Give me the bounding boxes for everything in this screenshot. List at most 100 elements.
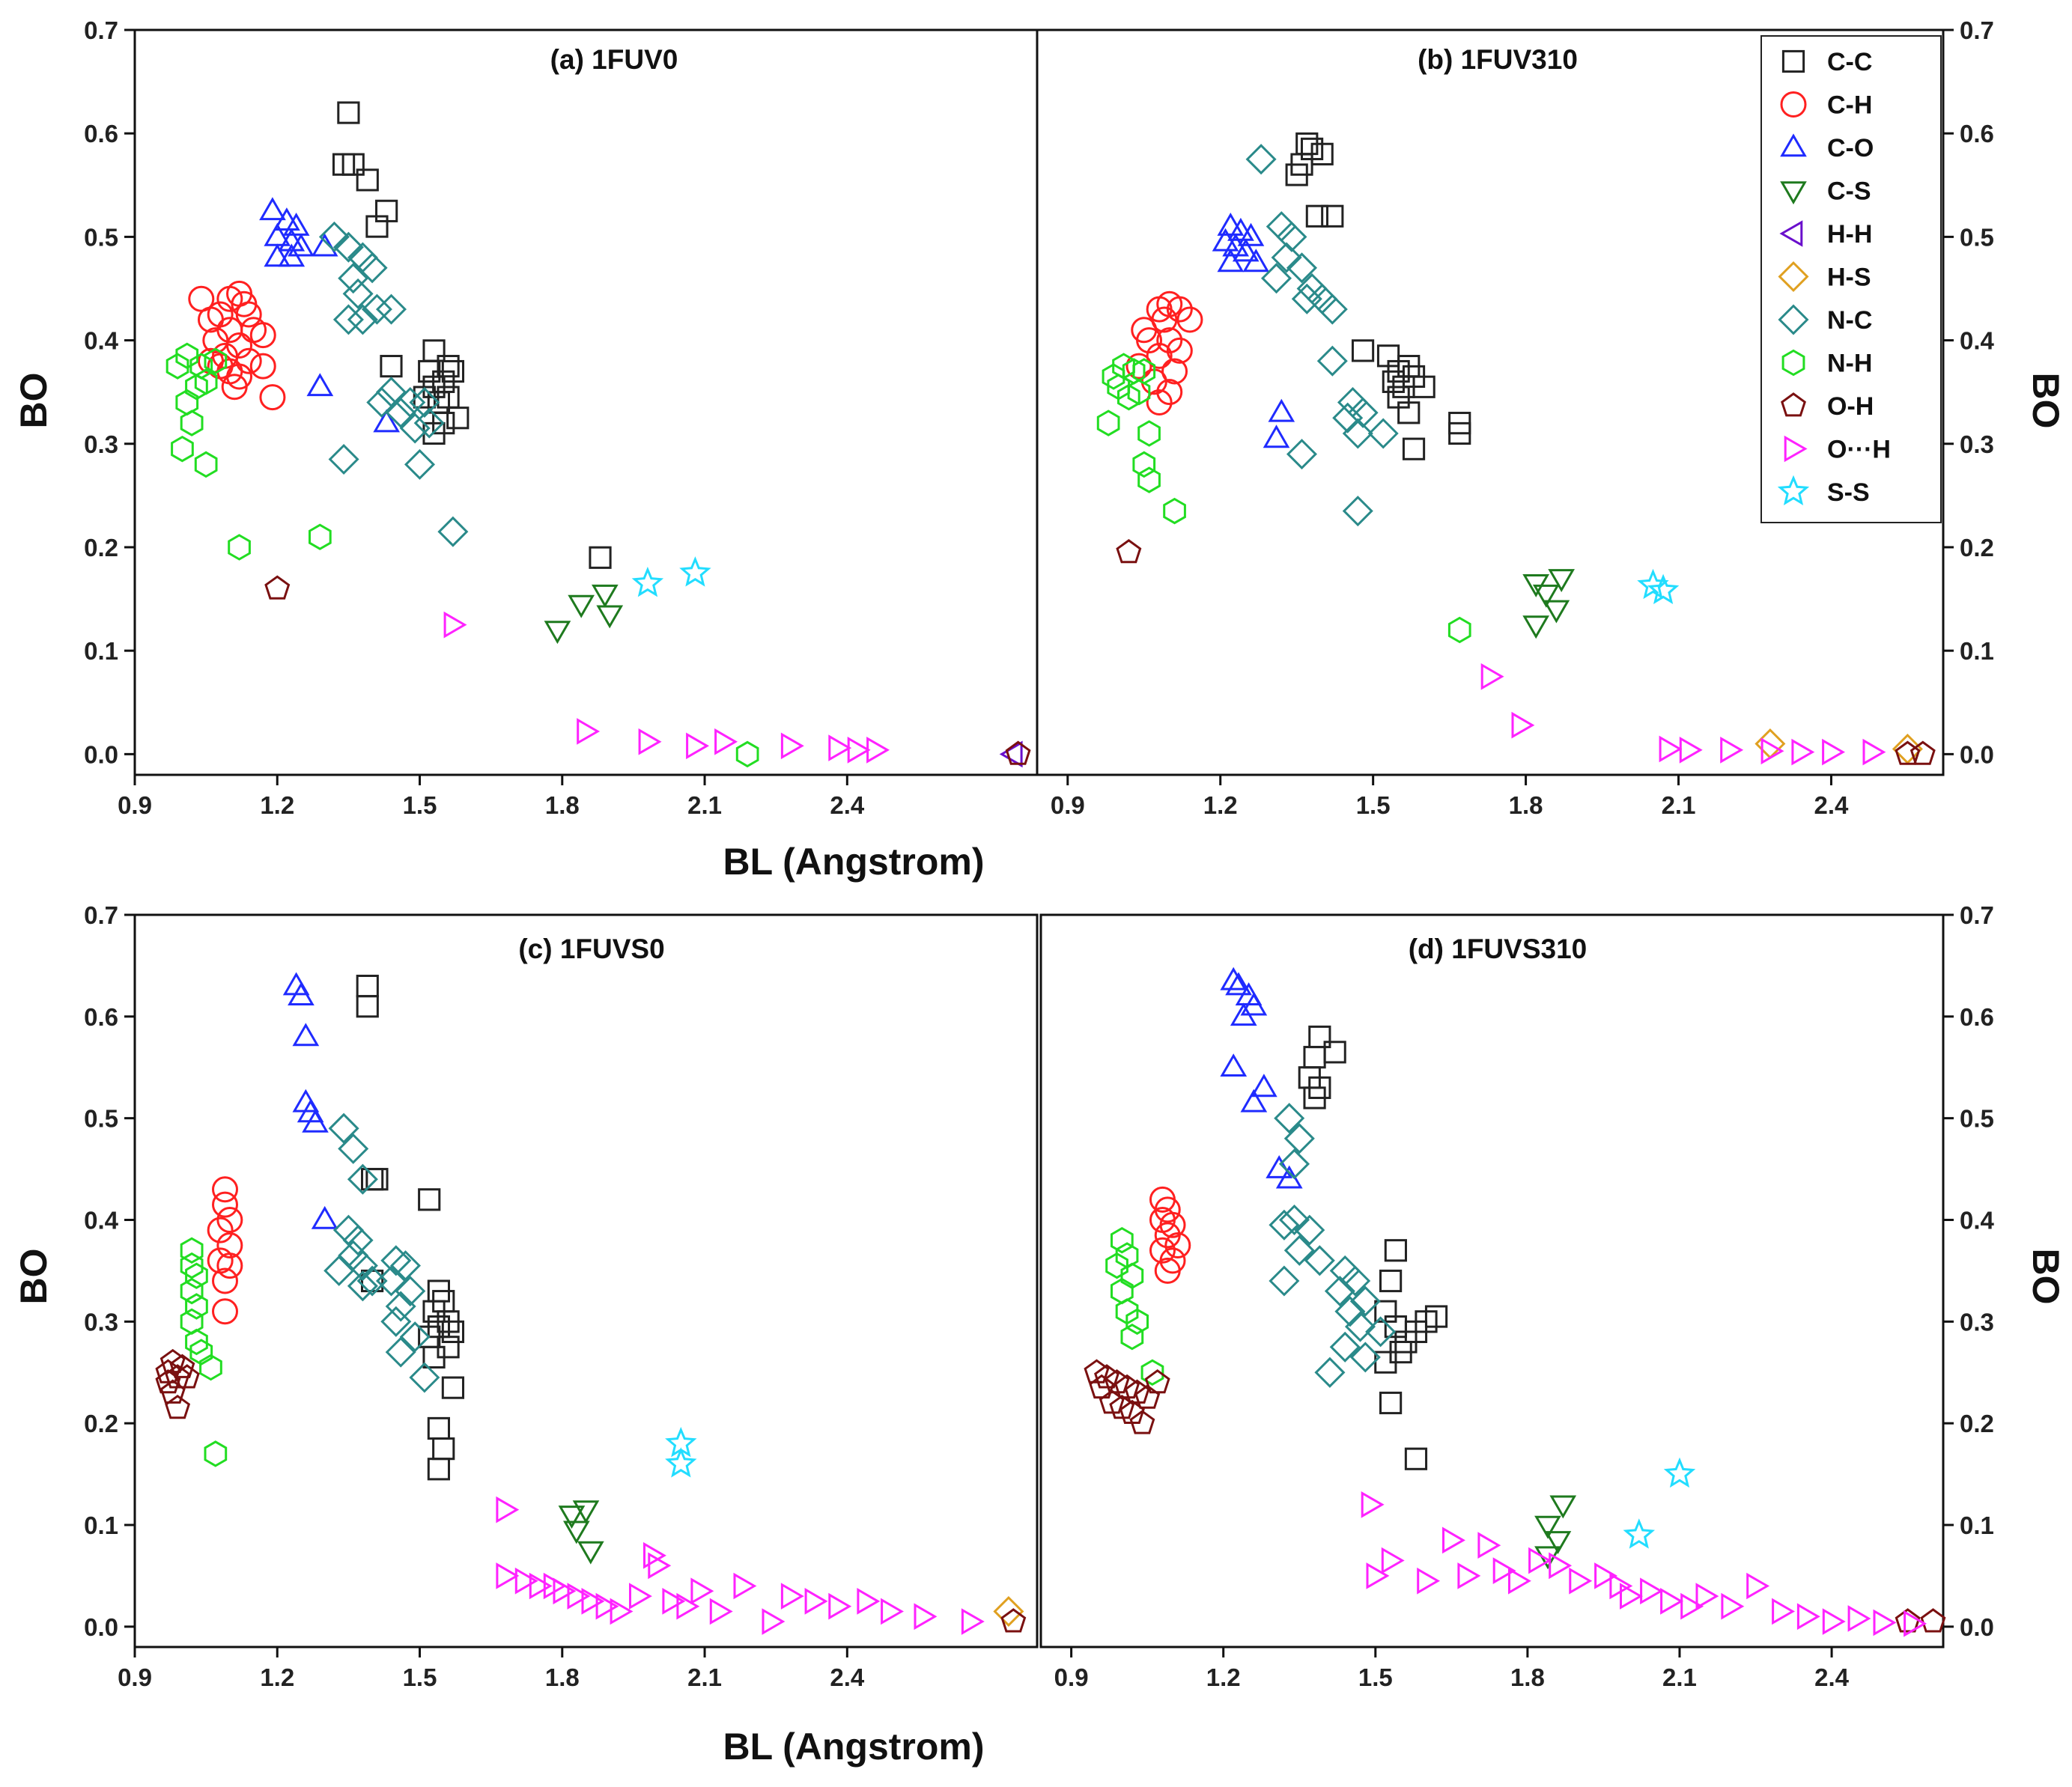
point-c-o: [373, 409, 401, 433]
point-n-c: [375, 377, 407, 408]
point-c-h: [207, 353, 234, 380]
x-tick-label: 2.4: [1814, 791, 1850, 819]
point-o-h: [264, 575, 291, 600]
point-n-c: [1340, 1265, 1371, 1297]
panel-d-frame: [1039, 913, 1945, 1649]
point-n-h: [185, 1328, 208, 1356]
point-c-o: [311, 1205, 338, 1229]
point-n-c: [375, 293, 407, 325]
point-oh: [1659, 735, 1683, 763]
y-tick-label: 0.3: [1960, 430, 1994, 458]
point-n-c: [385, 397, 416, 428]
point-c-s: [591, 584, 619, 608]
point-oh: [1695, 1583, 1719, 1610]
legend-label-oh: O···H: [1827, 436, 1891, 464]
point-n-c: [328, 443, 359, 475]
point-c-o: [292, 1023, 320, 1047]
point-n-h: [180, 1237, 204, 1264]
point-n-c: [1314, 1357, 1346, 1388]
point-n-c: [1269, 1209, 1300, 1240]
x-tick-label: 0.9: [1054, 1663, 1089, 1691]
point-s-s: [679, 556, 711, 587]
point-s-s: [1637, 568, 1669, 600]
point-n-c: [332, 1214, 364, 1246]
point-n-c: [1304, 1245, 1335, 1276]
point-oh: [1640, 1577, 1663, 1605]
point-c-o: [306, 373, 334, 397]
point-c-c: [441, 359, 465, 383]
point-n-c: [413, 407, 445, 439]
point-n-c: [332, 231, 364, 263]
panel-c-ticks: 0.9 1.2 1.5 1.8 2.1 2.4 0.0 0.1 0.2 0.3 0.4 0.5 0.6 0…: [84, 901, 865, 1691]
legend-marker-c-s: [1780, 181, 1807, 205]
point-n-c: [366, 386, 398, 418]
point-n-c: [385, 1291, 416, 1322]
point-oh: [1528, 1547, 1552, 1574]
point-n-h: [1105, 1252, 1128, 1279]
point-c-s: [558, 1506, 586, 1529]
point-oh: [1477, 1532, 1501, 1559]
y-tick-label: 0.4: [84, 327, 119, 355]
point-c-h: [1154, 1257, 1181, 1284]
point-c-o: [1225, 972, 1252, 996]
y-tick-label: 0.0: [84, 740, 118, 768]
point-s-s: [631, 566, 664, 597]
point-oh: [1746, 1572, 1770, 1600]
point-n-c: [1271, 242, 1302, 273]
y-tick-label: 0.1: [84, 1512, 118, 1539]
y-tick-label: 0.6: [1960, 1003, 1994, 1031]
point-s-s: [1663, 1457, 1696, 1488]
point-n-h: [1132, 358, 1156, 385]
y-axis-title-top-left: BO: [13, 373, 55, 429]
point-c-h: [1164, 1232, 1191, 1258]
x-tick-label: 2.1: [687, 791, 722, 819]
point-n-h: [180, 1308, 204, 1336]
point-c-c: [1323, 1041, 1346, 1064]
x-axis-title-bottom: BL (Angstrom): [723, 1726, 984, 1768]
y-tick-label: 0.2: [84, 534, 118, 561]
legend-marker-c-c: [1781, 49, 1805, 73]
point-oh: [866, 737, 890, 764]
point-n-h: [194, 451, 218, 478]
point-c-o: [264, 243, 291, 267]
point-c-o: [1268, 398, 1295, 422]
point-oh: [514, 1567, 538, 1595]
point-c-s: [1532, 584, 1560, 608]
point-oh: [553, 1577, 577, 1605]
point-c-c: [427, 1458, 450, 1481]
point-c-c: [341, 153, 365, 176]
point-n-c: [1342, 496, 1373, 527]
panel-d: (d) 1FUVS310 0.9 1.2 1.5 1.8 2.1 2.4 0.0 0.1 0.2…: [1039, 901, 1995, 1691]
legend-label-s-s: S-S: [1827, 478, 1870, 507]
point-o-h: [1005, 740, 1031, 765]
point-n-c: [332, 304, 364, 335]
point-oh: [496, 1562, 520, 1589]
point-n-c: [1347, 397, 1379, 428]
point-oh: [714, 728, 738, 755]
legend-label-c-h: C-H: [1827, 91, 1872, 120]
point-c-c: [1412, 375, 1435, 398]
legend-marker-c-o: [1780, 133, 1807, 157]
point-c-h: [249, 322, 276, 349]
point-oh: [1594, 1562, 1617, 1589]
point-oh: [1492, 1557, 1516, 1585]
point-c-c: [356, 168, 379, 192]
legend-marker-o-h: [1781, 392, 1806, 417]
point-c-c: [1384, 1239, 1407, 1262]
point-n-c: [338, 1240, 369, 1271]
point-oh: [1772, 1598, 1795, 1625]
point-h-h: [999, 740, 1023, 768]
point-c-o: [302, 1109, 329, 1133]
y-tick-label: 0.5: [84, 223, 118, 251]
x-tick-label: 2.4: [1814, 1663, 1850, 1691]
legend-marker-oh: [1784, 435, 1808, 463]
point-oh: [1620, 1583, 1643, 1610]
point-n-c: [1260, 263, 1292, 294]
point-c-s: [1543, 600, 1570, 624]
point-n-c: [356, 1265, 388, 1297]
panel-a: (a) 1FUV0 0.9 1.2 1.5 1.8 2.1 2.4 0.0 0.1 0.2 0.3…: [84, 16, 1039, 819]
x-tick-label: 1.2: [1203, 791, 1238, 819]
panel-c-markers: [155, 972, 1027, 1635]
x-tick-label: 1.2: [260, 1663, 294, 1691]
y-tick-label: 0.0: [1960, 1613, 1994, 1641]
